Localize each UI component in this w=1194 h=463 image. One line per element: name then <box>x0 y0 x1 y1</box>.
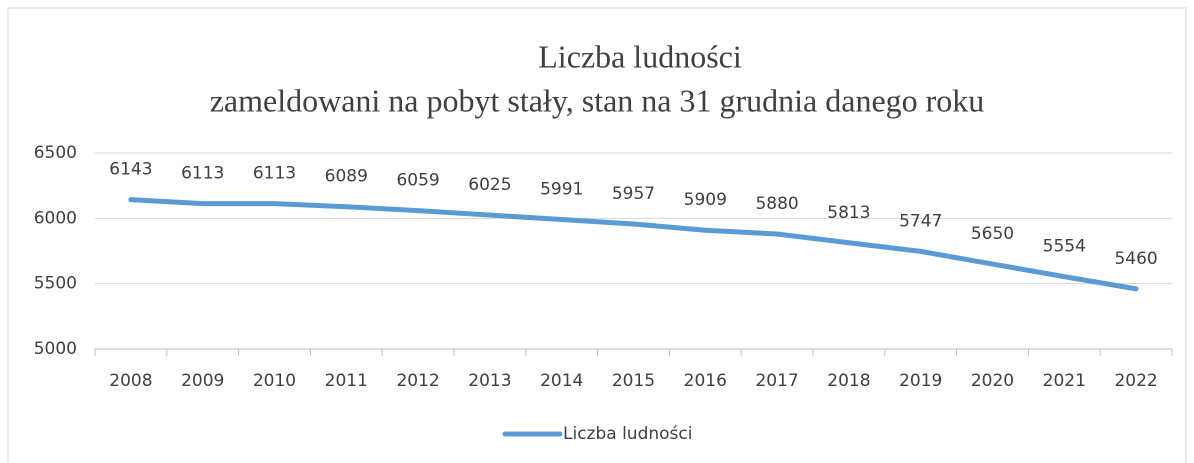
x-tick-label: 2015 <box>612 371 655 391</box>
legend-label: Liczba ludności <box>563 424 692 444</box>
data-label: 5957 <box>612 184 655 204</box>
x-tick-label: 2016 <box>684 371 727 391</box>
data-label: 5747 <box>899 211 942 231</box>
y-tick-label: 6000 <box>34 208 77 228</box>
data-label: 5554 <box>1043 237 1086 257</box>
x-tick-label: 2013 <box>468 371 511 391</box>
x-tick-label: 2019 <box>899 371 942 391</box>
chart-border <box>7 7 1187 463</box>
data-label: 5460 <box>1114 249 1157 269</box>
chart-subtitle: zameldowani na pobyt stały, stan na 31 g… <box>210 82 985 118</box>
data-label: 5813 <box>827 203 870 223</box>
x-tick-label: 2011 <box>325 371 368 391</box>
y-tick-label: 6500 <box>34 143 77 163</box>
data-label: 5880 <box>755 194 798 214</box>
data-label: 5991 <box>540 180 583 200</box>
x-tick-label: 2014 <box>540 371 583 391</box>
x-tick-label: 2021 <box>1043 371 1086 391</box>
x-tick-label: 2008 <box>109 371 152 391</box>
data-label: 6059 <box>396 171 439 191</box>
x-tick-label: 2022 <box>1114 371 1157 391</box>
chart-title: Liczba ludności <box>538 38 742 74</box>
x-tick-label: 2012 <box>396 371 439 391</box>
data-label: 6143 <box>109 160 152 180</box>
y-tick-label: 5000 <box>34 339 77 359</box>
data-label: 5909 <box>684 190 727 210</box>
x-tick-label: 2017 <box>755 371 798 391</box>
data-label: 6113 <box>253 164 296 184</box>
line-series <box>128 197 1139 292</box>
y-tick-label: 5500 <box>34 274 77 294</box>
x-tick-label: 2020 <box>971 371 1014 391</box>
x-tick-label: 2018 <box>827 371 870 391</box>
data-label: 6025 <box>468 175 511 195</box>
data-label: 6113 <box>181 164 224 184</box>
x-tick-label: 2010 <box>253 371 296 391</box>
data-label: 5650 <box>971 224 1014 244</box>
data-label: 6089 <box>325 167 368 187</box>
x-tick-label: 2009 <box>181 371 224 391</box>
